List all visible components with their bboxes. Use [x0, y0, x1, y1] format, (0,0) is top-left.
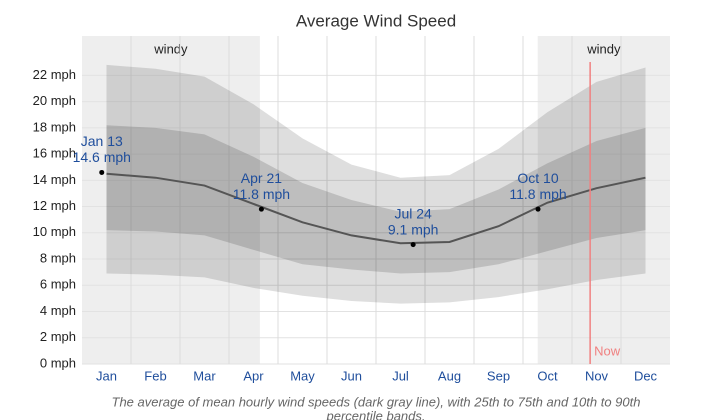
- x-tick-label: Feb: [144, 368, 166, 383]
- y-tick-label: 20 mph: [33, 93, 76, 108]
- median-line: [106, 172, 646, 245]
- x-tick-label: Nov: [585, 368, 609, 383]
- y-tick-label: 18 mph: [33, 119, 76, 134]
- y-tick-label: 16 mph: [33, 146, 76, 161]
- y-tick-label: 4 mph: [40, 303, 76, 318]
- x-tick-label: Mar: [193, 368, 216, 383]
- y-tick-label: 6 mph: [40, 277, 76, 292]
- band-10-90: [106, 64, 646, 304]
- annotation-value: 14.6 mph: [73, 149, 131, 165]
- y-tick-label: 10 mph: [33, 224, 76, 239]
- windy-region: [82, 36, 260, 364]
- annotation-point: [99, 169, 105, 175]
- annotation-point: [535, 206, 541, 212]
- x-tick-label: Jul: [392, 368, 409, 383]
- annotation-date: Jan 13: [81, 133, 123, 149]
- y-tick-label: 8 mph: [40, 250, 76, 265]
- annotation-value: 9.1 mph: [388, 221, 439, 237]
- y-tick-label: 0 mph: [40, 355, 76, 370]
- x-tick-label: Apr: [243, 368, 264, 383]
- caption: percentile bands.: [325, 408, 425, 420]
- x-tick-label: Oct: [537, 368, 558, 383]
- chart-title: Average Wind Speed: [296, 11, 456, 30]
- annotation-date: Jul 24: [394, 205, 432, 221]
- region-label: windy: [153, 41, 188, 56]
- annotation-point: [410, 242, 416, 248]
- annotation-value: 11.8 mph: [233, 186, 290, 202]
- y-tick-label: 22 mph: [33, 67, 76, 82]
- x-tick-label: May: [290, 368, 315, 383]
- region-label: windy: [586, 41, 621, 56]
- now-label: Now: [594, 343, 621, 358]
- annotation-value: 11.8 mph: [509, 186, 566, 202]
- caption: The average of mean hourly wind speeds (…: [112, 394, 641, 409]
- y-tick-label: 14 mph: [33, 172, 76, 187]
- y-tick-label: 2 mph: [40, 329, 76, 344]
- x-tick-label: Aug: [438, 368, 461, 383]
- x-tick-label: Sep: [487, 368, 510, 383]
- x-tick-label: Dec: [634, 368, 658, 383]
- annotation-point: [258, 206, 264, 212]
- band-25-75: [106, 125, 646, 274]
- x-tick-label: Jun: [341, 368, 362, 383]
- annotation-date: Oct 10: [517, 170, 558, 186]
- x-tick-label: Jan: [96, 368, 117, 383]
- annotation-date: Apr 21: [241, 170, 282, 186]
- y-tick-label: 12 mph: [33, 198, 76, 213]
